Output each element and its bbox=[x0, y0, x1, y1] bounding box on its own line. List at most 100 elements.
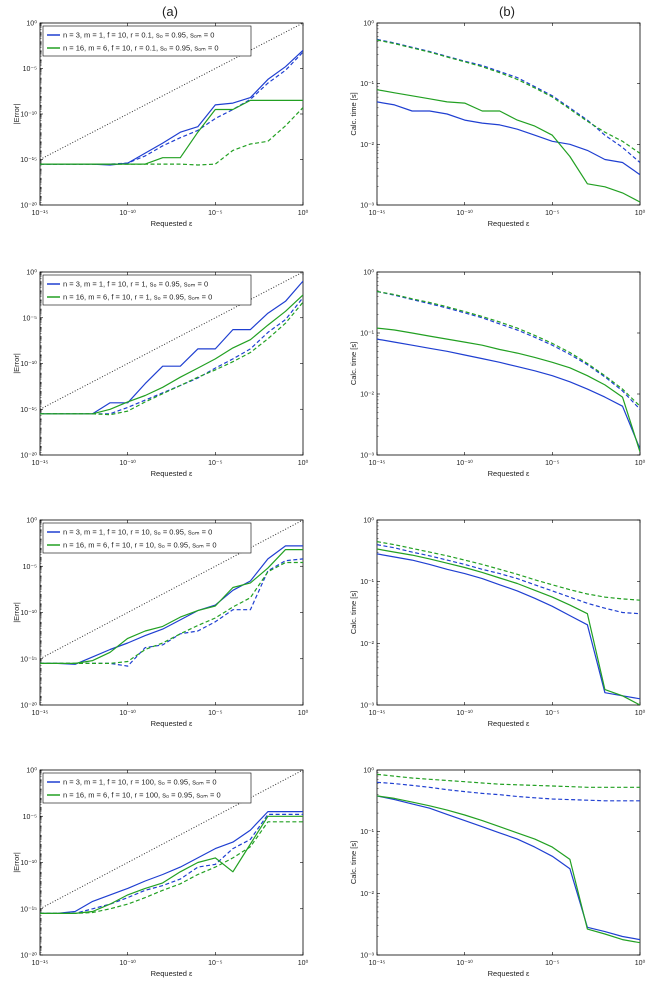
legend-box bbox=[42, 522, 252, 554]
y-tick-label: 10⁻³ bbox=[360, 453, 374, 460]
x-tick-label: 10⁻¹⁵ bbox=[369, 460, 386, 467]
y-tick-label: 10⁻² bbox=[360, 142, 374, 149]
axes-frame bbox=[376, 271, 641, 456]
y-tick-label: 10⁰ bbox=[26, 767, 37, 775]
y-tick-label: 10⁻¹⁵ bbox=[20, 656, 37, 663]
x-tick-label: 10⁰ bbox=[298, 959, 309, 967]
y-axis-label: Calc. time [s] bbox=[349, 591, 358, 634]
y-tick-label: 10⁰ bbox=[363, 20, 374, 28]
legend-entry: n = 3, m = 1, f = 10, r = 10, s₀ = 0.95,… bbox=[63, 528, 212, 537]
x-tick-label: 10⁻⁵ bbox=[208, 210, 222, 217]
x-tick-label: 10⁻¹⁰ bbox=[119, 209, 136, 217]
x-axis-label: Requested ε bbox=[488, 719, 530, 728]
series-line-green-solid bbox=[40, 294, 303, 415]
x-axis-label: Requested ε bbox=[151, 469, 193, 478]
y-axis-label: |Error| bbox=[12, 602, 21, 623]
y-axis-label: Calc. time [s] bbox=[349, 841, 358, 884]
legend: n = 3, m = 1, f = 10, r = 1, s₀ = 0.95, … bbox=[42, 274, 252, 306]
x-tick-label: 10⁻⁵ bbox=[545, 210, 559, 217]
reference-line bbox=[40, 272, 303, 410]
x-tick-label: 10⁻¹⁰ bbox=[456, 709, 473, 717]
y-tick-label: 10⁻² bbox=[360, 641, 374, 648]
x-tick-label: 10⁰ bbox=[298, 709, 309, 717]
x-tick-label: 10⁻⁵ bbox=[545, 710, 559, 717]
plot-area bbox=[377, 290, 640, 453]
x-tick-label: 10⁻¹⁵ bbox=[369, 710, 386, 717]
y-tick-label: 10⁻²⁰ bbox=[20, 202, 37, 210]
y-tick-label: 10⁻¹ bbox=[360, 829, 374, 836]
chart-panel-b4: 10⁻³ 10⁻² 10⁻¹ 10⁰ 10⁻¹⁵ 10⁻¹⁰ 10⁻⁵ 10⁰ Requeste… bbox=[349, 767, 645, 979]
x-tick-label: 10⁻¹⁰ bbox=[119, 959, 136, 967]
x-tick-label: 10⁰ bbox=[635, 959, 646, 967]
y-tick-label: 10⁻¹ bbox=[360, 331, 374, 338]
x-tick-label: 10⁻⁵ bbox=[545, 960, 559, 967]
series-line-blue-solid bbox=[377, 338, 640, 450]
series-line-blue-dashed bbox=[40, 51, 303, 165]
x-tick-label: 10⁻⁵ bbox=[208, 960, 222, 967]
y-axis-label: Calc. time [s] bbox=[349, 92, 358, 135]
y-tick-label: 10⁻¹⁰ bbox=[20, 859, 37, 867]
y-axis-label: |Error| bbox=[12, 353, 21, 374]
y-tick-label: 10⁻⁵ bbox=[23, 814, 37, 821]
x-tick-label: 10⁰ bbox=[635, 459, 646, 467]
x-tick-label: 10⁻¹⁵ bbox=[32, 960, 49, 967]
y-tick-label: 10⁻¹⁵ bbox=[20, 407, 37, 414]
x-tick-label: 10⁻⁵ bbox=[208, 460, 222, 467]
x-tick-label: 10⁰ bbox=[298, 459, 309, 467]
x-tick-label: 10⁻¹⁰ bbox=[119, 709, 136, 717]
series-line-green-dashed bbox=[40, 561, 303, 665]
legend-entry: n = 16, m = 6, f = 10, r = 0.1, s₀ = 0.9… bbox=[63, 44, 219, 53]
series-line-green-solid bbox=[40, 815, 303, 915]
y-tick-label: 10⁻²⁰ bbox=[20, 452, 37, 460]
x-axis-label: Requested ε bbox=[488, 969, 530, 978]
series-line-green-solid bbox=[377, 795, 640, 944]
plot-area bbox=[40, 520, 303, 667]
legend-box bbox=[42, 274, 252, 306]
reference-line bbox=[40, 770, 303, 910]
x-tick-label: 10⁻¹⁰ bbox=[456, 459, 473, 467]
y-tick-label: 10⁻³ bbox=[360, 703, 374, 710]
legend-entry: n = 16, m = 6, f = 10, r = 10, s₀ = 0.95… bbox=[63, 541, 217, 550]
legend-entry: n = 3, m = 1, f = 10, r = 100, s₀ = 0.95… bbox=[63, 778, 217, 787]
series-line-green-dashed bbox=[40, 301, 303, 416]
series-line-green-solid bbox=[377, 89, 640, 203]
y-tick-label: 10⁰ bbox=[363, 767, 374, 775]
y-tick-label: 10⁻²⁰ bbox=[20, 952, 37, 960]
series-line-green-solid bbox=[377, 327, 640, 453]
chart-panel-b3: 10⁻³ 10⁻² 10⁻¹ 10⁰ 10⁻¹⁵ 10⁻¹⁰ 10⁻⁵ 10⁰ Requeste… bbox=[349, 517, 645, 729]
y-tick-label: 10⁻³ bbox=[360, 203, 374, 210]
series-line-blue-dashed bbox=[377, 544, 640, 615]
x-axis-label: Requested ε bbox=[151, 969, 193, 978]
legend: n = 3, m = 1, f = 10, r = 0.1, s₀ = 0.95… bbox=[42, 25, 252, 57]
x-tick-label: 10⁻⁵ bbox=[208, 710, 222, 717]
y-tick-label: 10⁰ bbox=[26, 269, 37, 277]
y-tick-label: 10⁻¹⁵ bbox=[20, 157, 37, 164]
x-tick-label: 10⁻¹⁵ bbox=[369, 210, 386, 217]
plot-area bbox=[40, 23, 303, 166]
series-line-blue-dashed bbox=[40, 297, 303, 415]
series-line-blue-solid bbox=[40, 545, 303, 665]
x-tick-label: 10⁻¹⁰ bbox=[456, 959, 473, 967]
y-axis-label: Calc. time [s] bbox=[349, 342, 358, 385]
series-line-blue-solid bbox=[377, 795, 640, 941]
x-tick-label: 10⁻¹⁵ bbox=[32, 460, 49, 467]
column-title-a: (a) bbox=[162, 4, 178, 19]
plot-area bbox=[40, 770, 303, 915]
x-tick-label: 10⁻⁵ bbox=[545, 460, 559, 467]
x-tick-label: 10⁰ bbox=[635, 709, 646, 717]
x-tick-label: 10⁰ bbox=[635, 209, 646, 217]
plot-area bbox=[377, 773, 640, 944]
axes-frame bbox=[376, 22, 641, 206]
series-line-blue-dashed bbox=[40, 813, 303, 915]
y-tick-label: 10⁰ bbox=[363, 517, 374, 525]
y-tick-label: 10⁻⁵ bbox=[23, 315, 37, 322]
legend-box bbox=[42, 25, 252, 57]
legend-entry: n = 3, m = 1, f = 10, r = 1, s₀ = 0.95, … bbox=[63, 280, 208, 289]
y-tick-label: 10⁻⁵ bbox=[23, 564, 37, 571]
y-axis-label: |Error| bbox=[12, 104, 21, 125]
